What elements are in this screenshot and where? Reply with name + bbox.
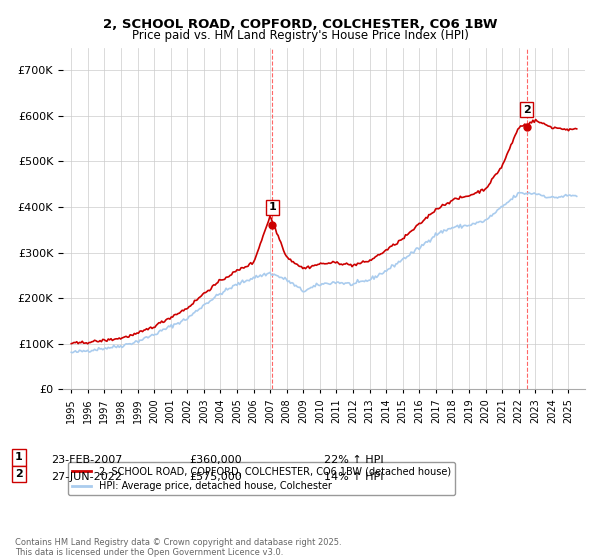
Text: 27-JUN-2022: 27-JUN-2022 <box>51 472 122 482</box>
Text: 2: 2 <box>523 105 531 115</box>
Text: 23-FEB-2007: 23-FEB-2007 <box>51 455 122 465</box>
Text: Price paid vs. HM Land Registry's House Price Index (HPI): Price paid vs. HM Land Registry's House … <box>131 29 469 42</box>
Text: £360,000: £360,000 <box>189 455 242 465</box>
Text: £575,000: £575,000 <box>189 472 242 482</box>
Text: 1: 1 <box>15 452 23 463</box>
Legend: 2, SCHOOL ROAD, COPFORD, COLCHESTER, CO6 1BW (detached house), HPI: Average pric: 2, SCHOOL ROAD, COPFORD, COLCHESTER, CO6… <box>68 463 455 495</box>
Text: 22% ↑ HPI: 22% ↑ HPI <box>324 455 383 465</box>
Text: 2: 2 <box>15 469 23 479</box>
Text: Contains HM Land Registry data © Crown copyright and database right 2025.
This d: Contains HM Land Registry data © Crown c… <box>15 538 341 557</box>
Text: 14% ↑ HPI: 14% ↑ HPI <box>324 472 383 482</box>
Text: 1: 1 <box>269 203 277 212</box>
Text: 2, SCHOOL ROAD, COPFORD, COLCHESTER, CO6 1BW: 2, SCHOOL ROAD, COPFORD, COLCHESTER, CO6… <box>103 18 497 31</box>
